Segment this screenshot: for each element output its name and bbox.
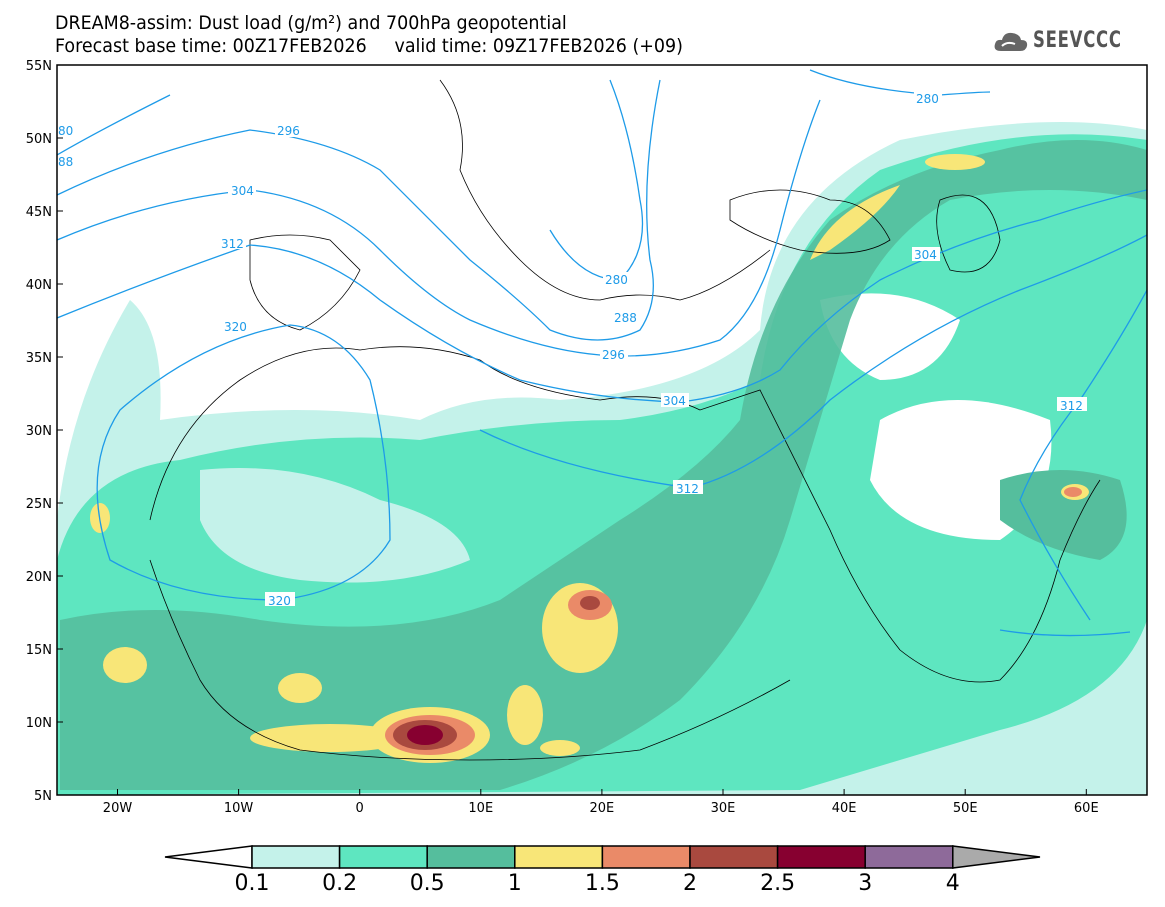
dust-0.5 [60, 140, 1147, 790]
cloud-icon [994, 32, 1027, 51]
svg-text:280: 280 [605, 273, 628, 287]
forecast-times: Forecast base time: 00Z17FEB2026 valid t… [55, 35, 683, 57]
lat-label: 20N [26, 570, 52, 585]
svg-text:80: 80 [58, 124, 73, 138]
coastlines [149, 79, 1101, 761]
colorbar-label: 1.5 [584, 871, 620, 896]
svg-text:312: 312 [1060, 399, 1083, 413]
svg-text:88: 88 [58, 155, 73, 169]
lat-label: 35N [26, 351, 52, 366]
colorbar-label: 3 [858, 871, 873, 896]
svg-text:312: 312 [676, 482, 699, 496]
svg-text:320: 320 [224, 320, 247, 334]
dust-fields [57, 122, 1147, 795]
lat-label: 5N [34, 789, 52, 804]
svg-text:312: 312 [221, 237, 244, 251]
svg-text:304: 304 [663, 394, 686, 408]
lon-label: 10W [224, 801, 254, 816]
colorbar-label: 0.5 [409, 871, 445, 896]
colorbar-label: 0.1 [234, 871, 270, 896]
lon-label: 40E [832, 801, 857, 816]
svg-text:304: 304 [914, 248, 937, 262]
svg-text:288: 288 [614, 311, 637, 325]
seevccc-logo: SEEVCCC [993, 28, 1151, 53]
dust-2.5 [407, 725, 443, 745]
colorbar-label: 1 [507, 871, 522, 896]
dust-0.5-gulf [1000, 470, 1127, 560]
lon-label: 30E [711, 801, 736, 816]
svg-text:280: 280 [916, 92, 939, 106]
contour-labels: 296 304 312 320 320 312 304 296 288 280 … [58, 91, 1087, 608]
svg-text:296: 296 [277, 124, 300, 138]
dust-white-sahara [200, 468, 470, 583]
lat-label: 15N [26, 643, 52, 658]
lon-label: 50E [953, 801, 978, 816]
lat-label: 50N [26, 132, 52, 147]
lon-label: 60E [1074, 801, 1099, 816]
lon-label: 10E [468, 801, 493, 816]
lat-axis: 55N 50N 45N 40N 35N 30N 25N 20N 15N 10N 5N [26, 59, 63, 804]
colorbar-label: 2.5 [760, 871, 796, 896]
lon-label: 0 [356, 801, 364, 816]
lat-label: 25N [26, 497, 52, 512]
svg-text:304: 304 [231, 184, 254, 198]
colorbar-label: 0.2 [322, 871, 358, 896]
lat-label: 30N [26, 424, 52, 439]
map-title: DREAM8-assim: Dust load (g/m²) and 700hP… [55, 12, 567, 34]
lon-label: 20E [590, 801, 615, 816]
lat-label: 55N [26, 59, 52, 74]
lat-label: 10N [26, 716, 52, 731]
colorbar-label: 4 [945, 871, 960, 896]
svg-text:320: 320 [268, 594, 291, 608]
lon-label: 20W [103, 801, 133, 816]
lat-label: 45N [26, 205, 52, 220]
lat-label: 40N [26, 278, 52, 293]
dust-white-arabia [820, 293, 960, 380]
svg-text:296: 296 [602, 348, 625, 362]
lon-axis: 20W 10W 0 10E 20E 30E 40E 50E 60E [103, 789, 1099, 816]
colorbar-label: 2 [683, 871, 697, 896]
